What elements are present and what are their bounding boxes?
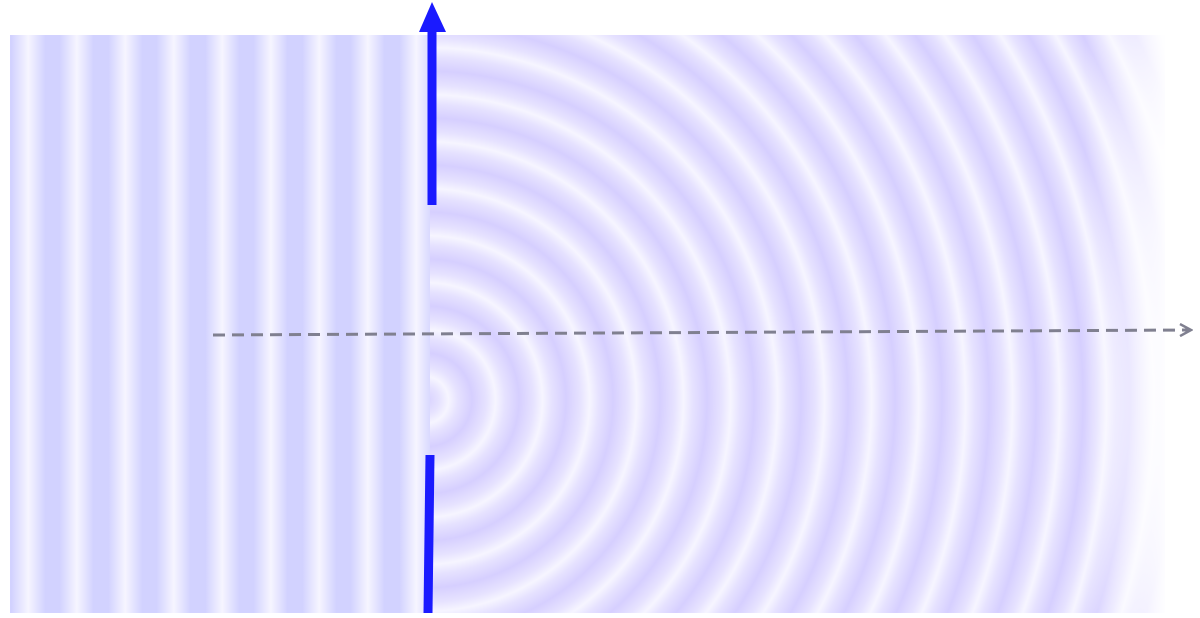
- incident-plane-waves: [10, 35, 430, 613]
- propagation-axis-arrow: [212, 330, 1190, 335]
- barrier-arrow-head-icon: [419, 2, 446, 32]
- diffracted-circular-waves: [430, 35, 1165, 613]
- fade-edge: [1085, 35, 1170, 613]
- barrier-lower: [423, 454, 435, 614]
